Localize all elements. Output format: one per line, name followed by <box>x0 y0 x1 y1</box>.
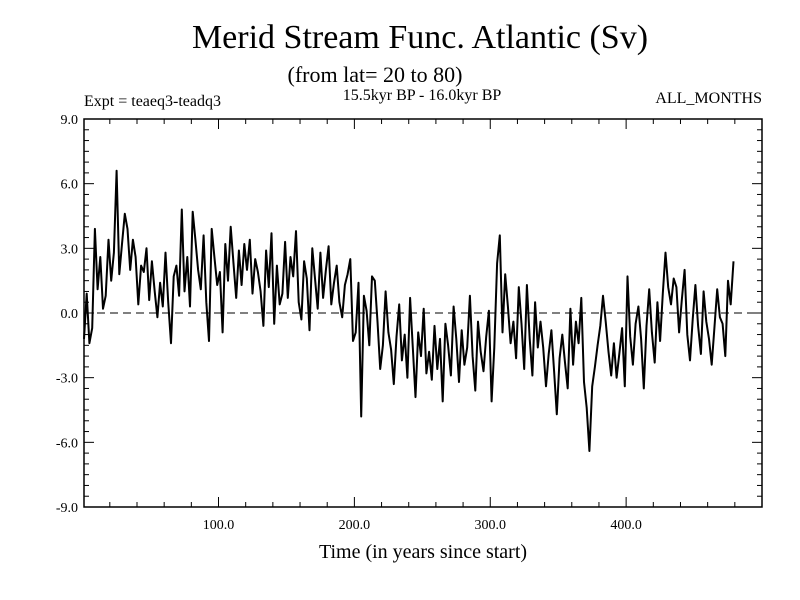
y-tick-label: -3.0 <box>56 372 78 387</box>
x-tick-label: 300.0 <box>475 518 507 533</box>
chart-title: Merid Stream Func. Atlantic (Sv) <box>192 19 648 56</box>
x-tick-label: 400.0 <box>610 518 642 533</box>
y-tick-label: -9.0 <box>56 501 78 516</box>
period-label: 15.5kyr BP - 16.0kyr BP <box>343 87 502 104</box>
y-tick-label: 9.0 <box>61 113 79 128</box>
y-tick-label: 3.0 <box>61 242 79 257</box>
y-tick-label: -6.0 <box>56 436 78 451</box>
y-tick-label: 6.0 <box>61 178 79 193</box>
plot-area: -9.0 -6.0 -3.0 0.0 3.0 6.0 9.0 100.0 200.0 300.0 4… <box>56 113 763 533</box>
y-tick-label: 0.0 <box>61 307 79 322</box>
months-label: ALL_MONTHS <box>655 90 762 107</box>
x-tick-label: 200.0 <box>339 518 371 533</box>
data-series-line-0 <box>83 169 735 452</box>
x-axis-label: Time (in years since start) <box>319 541 527 563</box>
chart-subtitle: (from lat= 20 to 80) <box>288 62 463 87</box>
x-tick-label: 100.0 <box>203 518 235 533</box>
experiment-label: Expt = teaeq3-teadq3 <box>84 93 221 110</box>
